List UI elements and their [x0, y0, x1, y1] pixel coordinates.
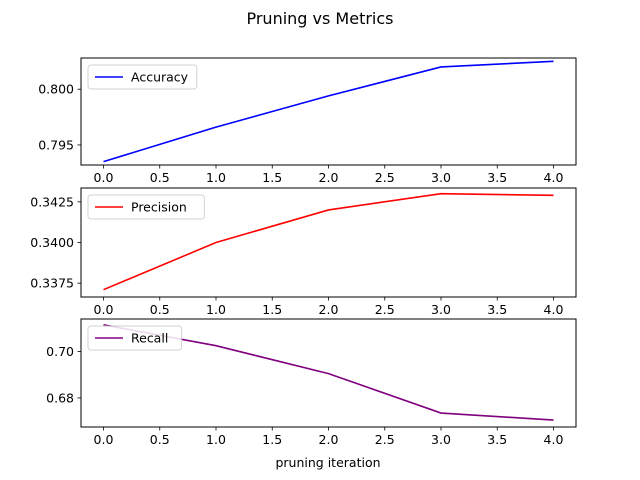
- x-tick-label-recall: 0.0: [94, 432, 114, 447]
- y-tick-label-precision: 0.3425: [30, 194, 74, 209]
- x-tick-label-accuracy: 0.0: [94, 170, 114, 185]
- y-tick-label-precision: 0.3400: [30, 235, 74, 250]
- x-tick-label-precision: 2.5: [375, 302, 395, 317]
- x-tick-label-recall: 2.5: [375, 432, 395, 447]
- series-line-accuracy: [103, 60, 554, 163]
- y-tick-label-precision: 0.3375: [30, 276, 74, 291]
- y-tick-label-accuracy: 0.800: [38, 82, 74, 97]
- legend-label-recall: Recall: [131, 331, 168, 346]
- x-tick-label-accuracy: 2.5: [375, 170, 395, 185]
- chart-title: Pruning vs Metrics: [246, 9, 393, 28]
- x-tick-label-recall: 3.0: [431, 432, 451, 447]
- x-tick-label-precision: 3.5: [487, 302, 507, 317]
- x-axis-label: pruning iteration: [275, 455, 380, 470]
- x-tick-label-recall: 2.0: [319, 432, 339, 447]
- x-tick-label-precision: 1.0: [206, 302, 226, 317]
- x-tick-label-recall: 0.5: [150, 432, 170, 447]
- x-tick-label-precision: 2.0: [319, 302, 339, 317]
- legend-label-precision: Precision: [131, 200, 187, 215]
- legend-box-precision: [87, 194, 205, 220]
- x-tick-label-precision: 4.0: [544, 302, 564, 317]
- x-tick-label-precision: 1.5: [262, 302, 282, 317]
- x-tick-label-accuracy: 4.0: [544, 170, 564, 185]
- x-tick-label-accuracy: 0.5: [150, 170, 170, 185]
- y-tick-label-accuracy: 0.795: [38, 137, 74, 152]
- y-tick-label-recall: 0.70: [46, 344, 74, 359]
- x-tick-label-recall: 1.5: [262, 432, 282, 447]
- x-tick-label-accuracy: 1.5: [262, 170, 282, 185]
- x-tick-label-precision: 0.5: [150, 302, 170, 317]
- panel-recall: 0.0 0.5 1.0 1.5 2.0 2.5 3.0 3.5 4.0 0.68 0.70 Recal…: [46, 318, 577, 447]
- x-tick-label-recall: 4.0: [544, 432, 564, 447]
- x-tick-label-accuracy: 3.0: [431, 170, 451, 185]
- legend-label-accuracy: Accuracy: [131, 70, 189, 85]
- panel-accuracy: 0.0 0.5 1.0 1.5 2.0 2.5 3.0 3.5 4.0 0.795 0.800 Acc…: [38, 57, 577, 185]
- x-tick-label-precision: 0.0: [94, 302, 114, 317]
- x-tick-label-recall: 3.5: [487, 432, 507, 447]
- panel-precision: 0.0 0.5 1.0 1.5 2.0 2.5 3.0 3.5 4.0 0.3375 0.3400 0…: [30, 187, 577, 317]
- legend-box-accuracy: [87, 64, 198, 90]
- y-tick-label-recall: 0.68: [46, 390, 74, 405]
- series-line-precision: [103, 192, 554, 291]
- x-tick-label-accuracy: 3.5: [487, 170, 507, 185]
- x-tick-label-accuracy: 2.0: [319, 170, 339, 185]
- legend-box-recall: [87, 325, 183, 351]
- x-tick-label-precision: 3.0: [431, 302, 451, 317]
- x-tick-label-recall: 1.0: [206, 432, 226, 447]
- x-tick-label-accuracy: 1.0: [206, 170, 226, 185]
